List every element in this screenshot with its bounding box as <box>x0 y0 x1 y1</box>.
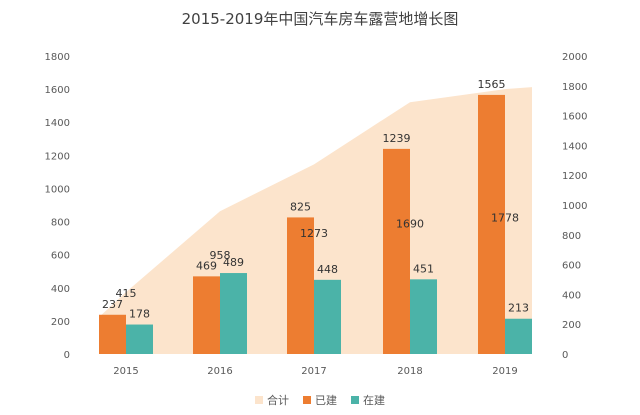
bar-built-2015 <box>99 314 126 354</box>
label-built-2018: 1239 <box>383 132 411 145</box>
y-left-tick-0: 0 <box>64 350 70 361</box>
bar-built-2018 <box>383 148 410 354</box>
y-left-tick-1400: 1400 <box>45 118 70 129</box>
chart-title: 2015-2019年中国汽车房车露营地增长图 <box>181 10 459 28</box>
x-tick-2019: 2019 <box>492 366 517 377</box>
x-tick-2018: 2018 <box>397 366 422 377</box>
y-right-tick-800: 800 <box>562 231 581 242</box>
bar-built-2016 <box>193 276 220 354</box>
y-left-tick-600: 600 <box>51 251 70 262</box>
label-built-2017: 825 <box>290 200 311 213</box>
legend-label: 在建 <box>363 394 385 407</box>
label-building-2015: 178 <box>129 308 150 321</box>
bar-building-2019 <box>505 318 532 354</box>
bar-building-2015 <box>126 324 153 354</box>
bar-building-2017 <box>314 279 341 354</box>
label-built-2015: 237 <box>102 298 123 311</box>
y-left-tick-1200: 1200 <box>45 151 70 162</box>
bar-built-2017 <box>287 217 314 354</box>
label-total-2015: 415 <box>116 287 137 300</box>
y-right-tick-200: 200 <box>562 320 581 331</box>
label-total-2018: 1690 <box>396 218 424 231</box>
bar-building-2018 <box>410 279 437 354</box>
y-right-tick-0: 0 <box>562 350 568 361</box>
label-building-2019: 213 <box>508 302 529 315</box>
label-building-2018: 451 <box>413 262 434 275</box>
bar-built-2019 <box>478 94 505 355</box>
y-left-tick-200: 200 <box>51 317 70 328</box>
bar-building-2016 <box>220 273 247 354</box>
label-total-2016: 958 <box>210 249 231 262</box>
y-left-tick-1600: 1600 <box>45 85 70 96</box>
legend-item-1: 已建 <box>303 392 337 408</box>
label-total-2017: 1273 <box>300 227 328 240</box>
label-building-2016: 489 <box>223 256 244 269</box>
legend-swatch <box>303 396 311 404</box>
y-right-tick-1000: 1000 <box>562 201 587 212</box>
y-right-tick-1200: 1200 <box>562 171 587 182</box>
y-left-tick-800: 800 <box>51 218 70 229</box>
label-building-2017: 448 <box>317 263 338 276</box>
y-right-tick-1600: 1600 <box>562 112 587 123</box>
legend-swatch <box>351 396 359 404</box>
y-right-tick-2000: 2000 <box>562 52 587 63</box>
y-left-tick-1800: 1800 <box>45 52 70 63</box>
y-right-tick-1400: 1400 <box>562 141 587 152</box>
legend-item-2: 在建 <box>351 392 385 408</box>
label-built-2016: 469 <box>196 259 217 272</box>
label-total-2019: 1778 <box>491 212 519 225</box>
x-tick-2015: 2015 <box>113 366 138 377</box>
y-left-tick-400: 400 <box>51 284 70 295</box>
y-right-tick-1800: 1800 <box>562 82 587 93</box>
y-right-tick-600: 600 <box>562 261 581 272</box>
legend-item-0: 合计 <box>255 392 289 408</box>
legend: 合计 已建 在建 <box>0 392 640 408</box>
legend-label: 已建 <box>315 394 337 407</box>
x-tick-2016: 2016 <box>207 366 232 377</box>
y-left-tick-1000: 1000 <box>45 184 70 195</box>
legend-swatch <box>255 396 263 404</box>
y-right-tick-400: 400 <box>562 290 581 301</box>
label-built-2019: 1565 <box>478 78 506 91</box>
x-tick-2017: 2017 <box>301 366 326 377</box>
legend-label: 合计 <box>267 394 289 407</box>
